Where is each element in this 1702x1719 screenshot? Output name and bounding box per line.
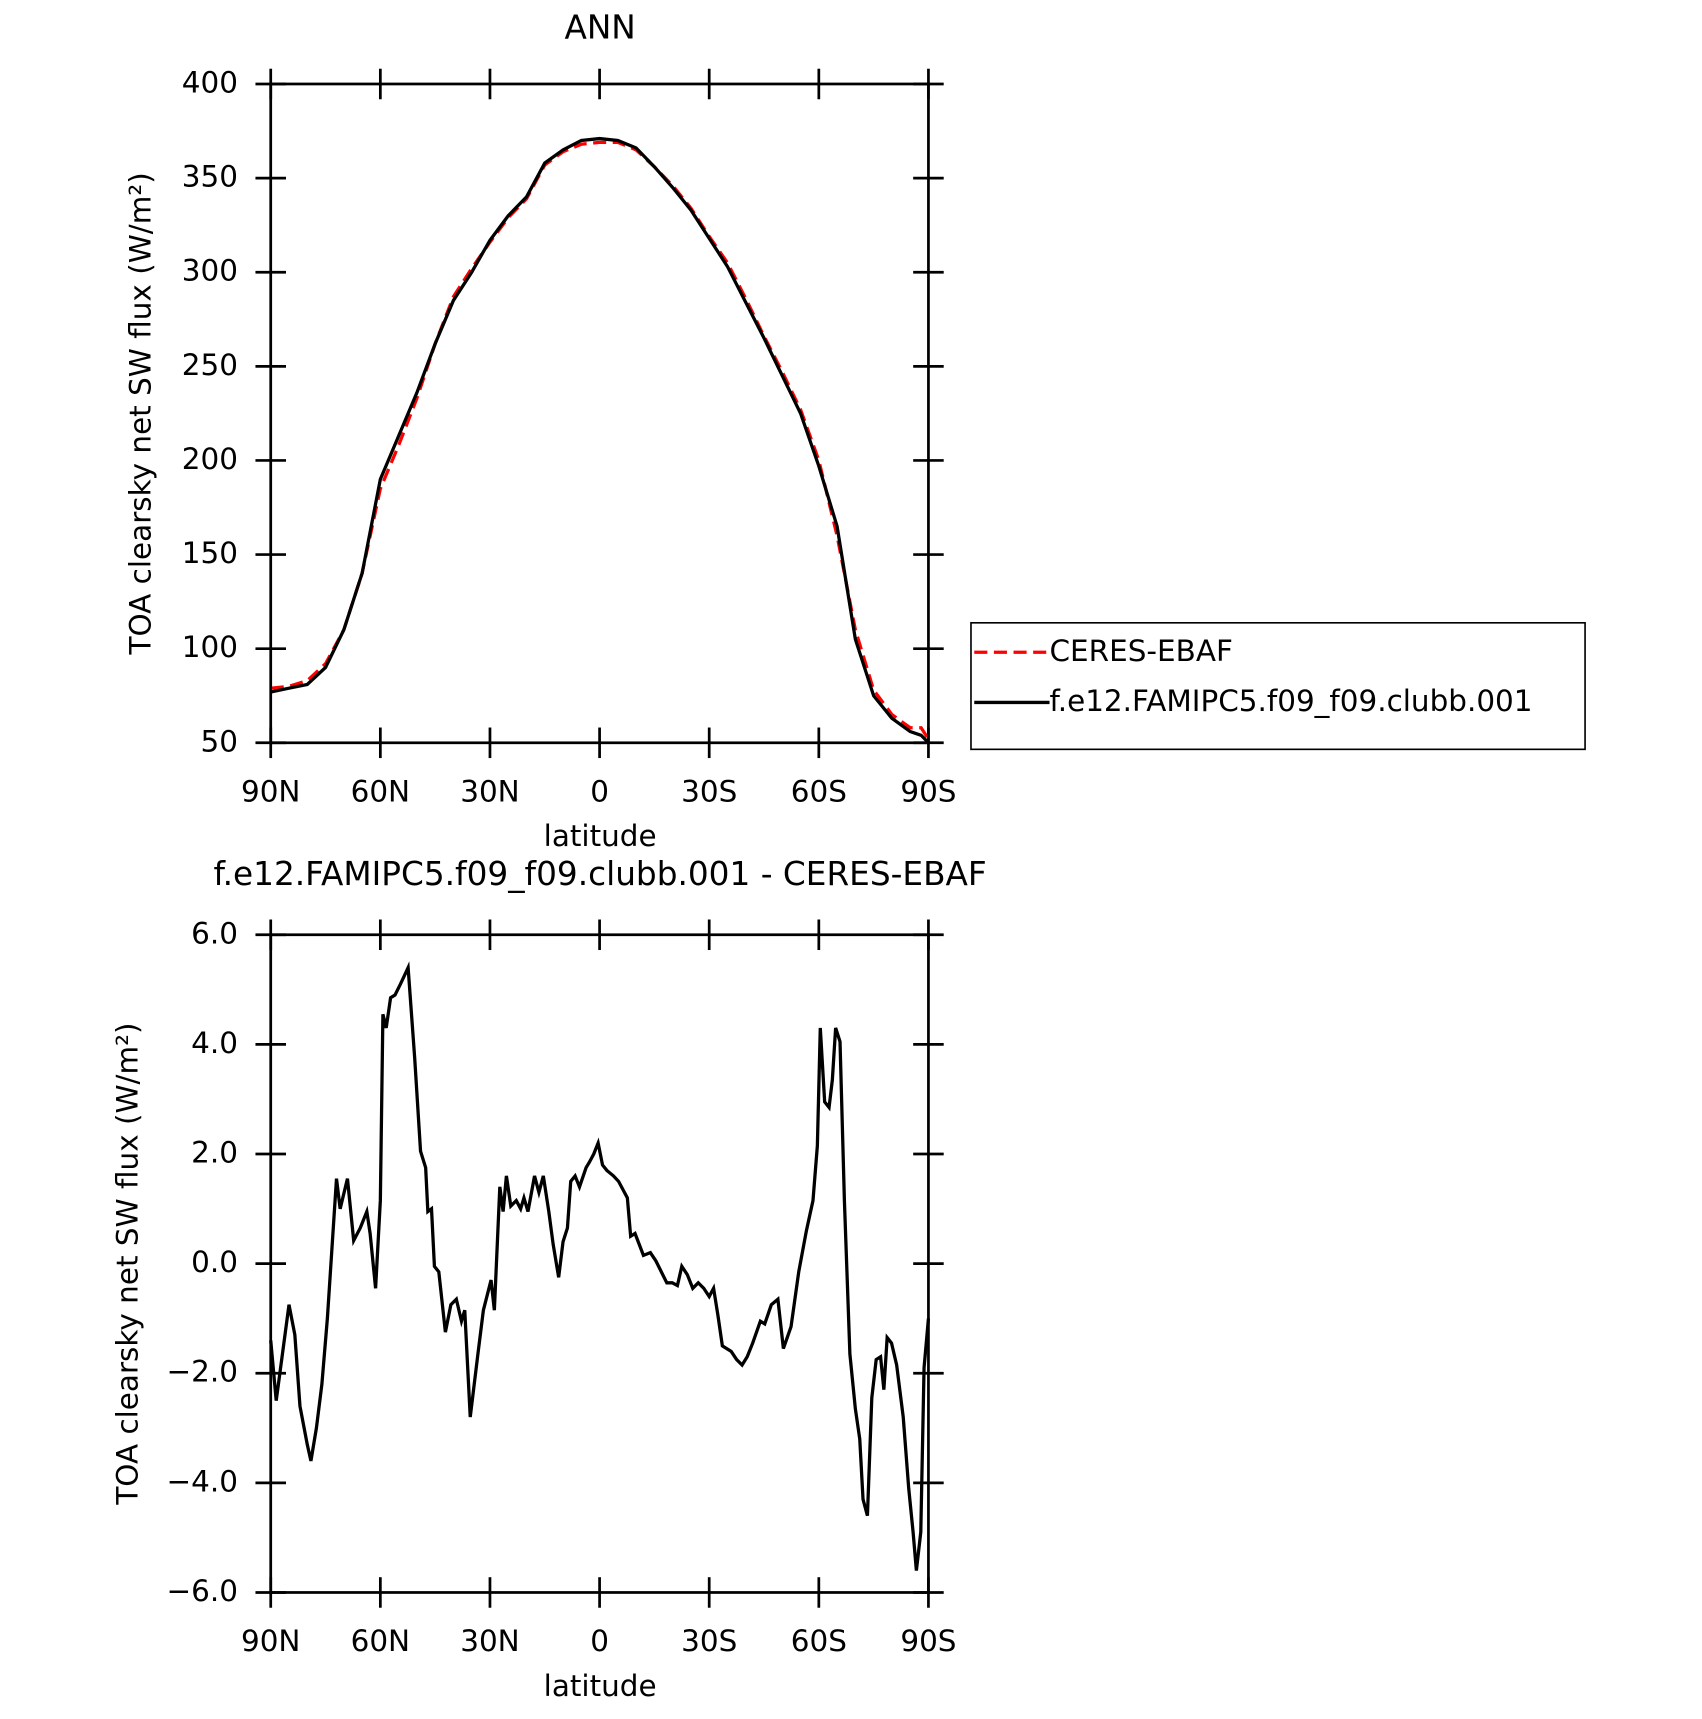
x-tick-label: 30N <box>460 774 519 808</box>
x-tick-label: 60S <box>791 774 847 808</box>
y-tick-label: 150 <box>182 536 238 570</box>
y-tick-label: 50 <box>201 724 238 758</box>
x-tick-label: 60N <box>351 774 410 808</box>
y-axis-label: TOA clearsky net SW flux (W/m²) <box>124 172 158 655</box>
y-tick-label: 100 <box>182 630 238 664</box>
y-tick-label: 400 <box>182 65 238 99</box>
chart-title: ANN <box>564 8 635 46</box>
x-tick-label: 90S <box>900 774 956 808</box>
x-tick-label: 60S <box>791 1624 847 1658</box>
y-tick-label: −4.0 <box>167 1464 238 1498</box>
plot-frame <box>269 933 930 1594</box>
x-tick-label: 30N <box>460 1624 519 1658</box>
x-tick-label: 90N <box>241 1624 300 1658</box>
y-tick-label: 200 <box>182 442 238 476</box>
y-tick-label: 6.0 <box>191 916 238 950</box>
x-tick-label: 60N <box>351 1624 410 1658</box>
y-tick-label: 250 <box>182 348 238 382</box>
chart-title: f.e12.FAMIPC5.f09_f09.clubb.001 - CERES-… <box>213 855 986 893</box>
plot-frame <box>269 82 930 745</box>
x-tick-label: 90S <box>900 1624 956 1658</box>
x-tick-label: 0 <box>590 774 609 808</box>
legend-label: CERES-EBAF <box>1050 634 1233 668</box>
x-tick-label: 90N <box>241 774 300 808</box>
x-tick-label: 30S <box>681 1624 737 1658</box>
data-line <box>270 136 930 744</box>
legend-box <box>970 621 1586 751</box>
x-axis-label: latitude <box>544 1669 657 1703</box>
data-line <box>269 961 931 1571</box>
y-tick-label: 4.0 <box>191 1026 238 1060</box>
x-tick-label: 0 <box>590 1624 609 1658</box>
x-axis-label: latitude <box>544 819 657 853</box>
y-tick-label: 0.0 <box>191 1245 238 1279</box>
y-tick-label: 2.0 <box>191 1135 238 1169</box>
y-tick-label: −2.0 <box>167 1355 238 1389</box>
y-tick-label: 350 <box>182 160 238 194</box>
y-axis-label: TOA clearsky net SW flux (W/m²) <box>110 1023 144 1506</box>
y-tick-label: 300 <box>182 254 238 288</box>
data-line <box>270 140 930 740</box>
legend-label: f.e12.FAMIPC5.f09_f09.clubb.001 <box>1050 684 1533 718</box>
x-tick-label: 30S <box>681 774 737 808</box>
y-tick-label: −6.0 <box>167 1574 238 1608</box>
